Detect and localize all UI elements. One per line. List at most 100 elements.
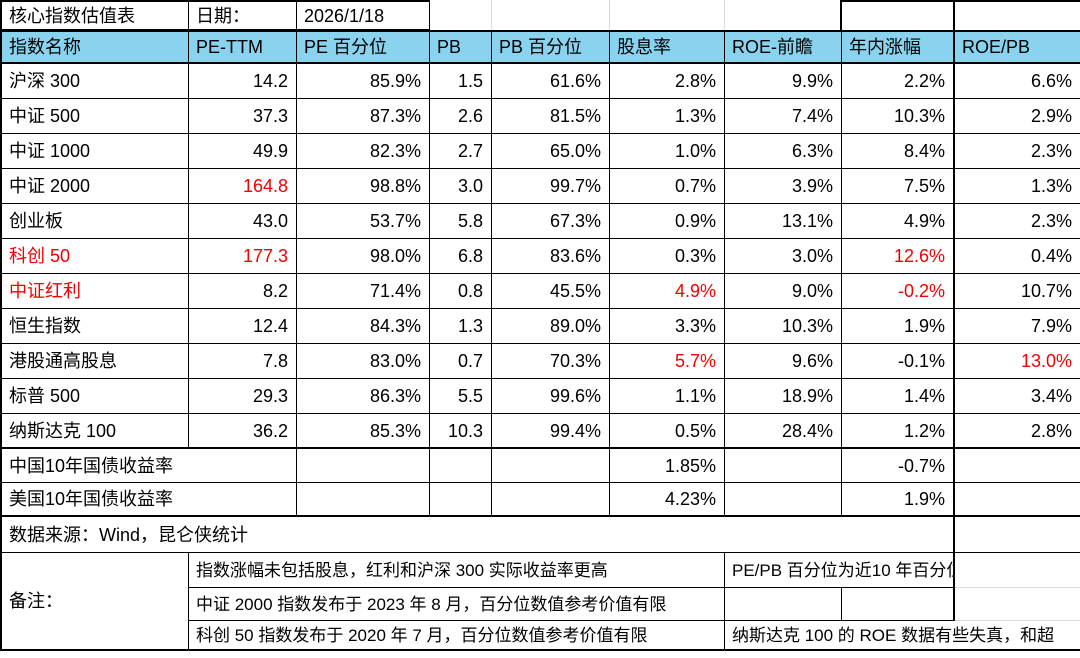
value-cell[interactable]: 2.3%	[955, 204, 1080, 239]
index-name-cell[interactable]: 中证 500	[2, 99, 189, 134]
value-cell[interactable]: 4.9%	[842, 204, 955, 239]
value-cell[interactable]: 10.7%	[955, 274, 1080, 309]
value-cell[interactable]: 87.3%	[297, 99, 430, 134]
value-cell[interactable]: 0.4%	[955, 239, 1080, 274]
value-cell[interactable]: 99.6%	[492, 379, 610, 414]
value-cell[interactable]: 70.3%	[492, 344, 610, 379]
value-cell[interactable]: 1.5	[430, 64, 492, 99]
column-header-9[interactable]: ROE/PB	[955, 30, 1080, 64]
column-header-3[interactable]: PE 百分位	[297, 30, 430, 64]
column-header-1[interactable]: 指数名称	[2, 30, 189, 64]
value-cell[interactable]: 1.9%	[842, 483, 955, 517]
empty-cell[interactable]	[610, 0, 725, 30]
value-cell[interactable]: 7.5%	[842, 169, 955, 204]
note-cell[interactable]: 指数涨幅未包括股息，红利和沪深 300 实际收益率更高	[189, 553, 725, 588]
empty-cell[interactable]	[725, 449, 842, 483]
empty-cell[interactable]	[492, 483, 610, 517]
empty-cell[interactable]	[430, 449, 492, 483]
value-cell[interactable]: 67.3%	[492, 204, 610, 239]
source-cell[interactable]: 数据来源：Wind，昆仑侠统计	[2, 517, 955, 553]
empty-cell[interactable]	[430, 483, 492, 517]
value-cell[interactable]: 7.9%	[955, 309, 1080, 344]
index-name-cell[interactable]: 港股通高股息	[2, 344, 189, 379]
value-cell[interactable]: 53.7%	[297, 204, 430, 239]
value-cell[interactable]: 81.5%	[492, 99, 610, 134]
value-cell[interactable]: 6.8	[430, 239, 492, 274]
value-cell[interactable]: 8.4%	[842, 134, 955, 169]
empty-cell[interactable]	[297, 483, 430, 517]
empty-cell[interactable]	[297, 449, 430, 483]
value-cell[interactable]: 13.0%	[955, 344, 1080, 379]
value-cell[interactable]: 45.5%	[492, 274, 610, 309]
value-cell[interactable]: 82.3%	[297, 134, 430, 169]
empty-cell[interactable]	[725, 588, 842, 621]
value-cell[interactable]: 98.8%	[297, 169, 430, 204]
note-cell[interactable]: PE/PB 百分位为近10 年百分位	[725, 553, 955, 588]
value-cell[interactable]: 3.4%	[955, 379, 1080, 414]
value-cell[interactable]: 29.3	[189, 379, 297, 414]
value-cell[interactable]: 9.0%	[725, 274, 842, 309]
empty-cell[interactable]	[955, 449, 1080, 483]
value-cell[interactable]: 12.4	[189, 309, 297, 344]
bond-name-cell[interactable]: 美国10年国债收益率	[2, 483, 297, 517]
value-cell[interactable]: 86.3%	[297, 379, 430, 414]
value-cell[interactable]: 18.9%	[725, 379, 842, 414]
value-cell[interactable]: 2.2%	[842, 64, 955, 99]
value-cell[interactable]: 0.9%	[610, 204, 725, 239]
empty-cell[interactable]	[955, 517, 1080, 553]
value-cell[interactable]: 2.6	[430, 99, 492, 134]
empty-cell[interactable]	[492, 449, 610, 483]
value-cell[interactable]: 1.9%	[842, 309, 955, 344]
value-cell[interactable]: 84.3%	[297, 309, 430, 344]
index-name-cell[interactable]: 中证红利	[2, 274, 189, 309]
column-header-7[interactable]: ROE-前瞻	[725, 30, 842, 64]
value-cell[interactable]: 71.4%	[297, 274, 430, 309]
value-cell[interactable]: 61.6%	[492, 64, 610, 99]
value-cell[interactable]: 1.1%	[610, 379, 725, 414]
column-header-2[interactable]: PE-TTM	[189, 30, 297, 64]
value-cell[interactable]: 99.7%	[492, 169, 610, 204]
empty-cell[interactable]	[955, 553, 1080, 588]
column-header-8[interactable]: 年内涨幅	[842, 30, 955, 64]
value-cell[interactable]: 3.0	[430, 169, 492, 204]
value-cell[interactable]: 1.2%	[842, 414, 955, 449]
value-cell[interactable]: 0.3%	[610, 239, 725, 274]
empty-cell[interactable]	[492, 0, 610, 30]
value-cell[interactable]: -0.2%	[842, 274, 955, 309]
date-value-cell[interactable]: 2026/1/18	[297, 0, 430, 30]
sheet-title-cell[interactable]: 核心指数估值表	[2, 0, 189, 30]
index-name-cell[interactable]: 标普 500	[2, 379, 189, 414]
note-cell[interactable]: 纳斯达克 100 的 ROE 数据有些失真，和超	[725, 621, 1080, 651]
value-cell[interactable]: 9.6%	[725, 344, 842, 379]
column-header-4[interactable]: PB	[430, 30, 492, 64]
value-cell[interactable]: 0.7	[430, 344, 492, 379]
value-cell[interactable]: 164.8	[189, 169, 297, 204]
value-cell[interactable]: 14.2	[189, 64, 297, 99]
value-cell[interactable]: -0.1%	[842, 344, 955, 379]
note-cell[interactable]: 中证 2000 指数发布于 2023 年 8 月，百分位数值参考价值有限	[189, 588, 725, 621]
value-cell[interactable]: 89.0%	[492, 309, 610, 344]
index-name-cell[interactable]: 沪深 300	[2, 64, 189, 99]
value-cell[interactable]: 6.3%	[725, 134, 842, 169]
index-name-cell[interactable]: 科创 50	[2, 239, 189, 274]
value-cell[interactable]: 49.9	[189, 134, 297, 169]
value-cell[interactable]: 1.3%	[955, 169, 1080, 204]
value-cell[interactable]: 4.9%	[610, 274, 725, 309]
date-label-cell[interactable]: 日期：	[189, 0, 297, 30]
value-cell[interactable]: 99.4%	[492, 414, 610, 449]
value-cell[interactable]: 1.85%	[610, 449, 725, 483]
bond-name-cell[interactable]: 中国10年国债收益率	[2, 449, 297, 483]
value-cell[interactable]: 2.9%	[955, 99, 1080, 134]
empty-cell[interactable]	[725, 0, 842, 30]
value-cell[interactable]: 2.3%	[955, 134, 1080, 169]
empty-cell[interactable]	[955, 483, 1080, 517]
value-cell[interactable]: 10.3	[430, 414, 492, 449]
value-cell[interactable]: 37.3	[189, 99, 297, 134]
empty-cell[interactable]	[842, 0, 955, 30]
value-cell[interactable]: 85.9%	[297, 64, 430, 99]
value-cell[interactable]: 3.9%	[725, 169, 842, 204]
value-cell[interactable]: 6.6%	[955, 64, 1080, 99]
value-cell[interactable]: 8.2	[189, 274, 297, 309]
value-cell[interactable]: 4.23%	[610, 483, 725, 517]
value-cell[interactable]: 83.0%	[297, 344, 430, 379]
